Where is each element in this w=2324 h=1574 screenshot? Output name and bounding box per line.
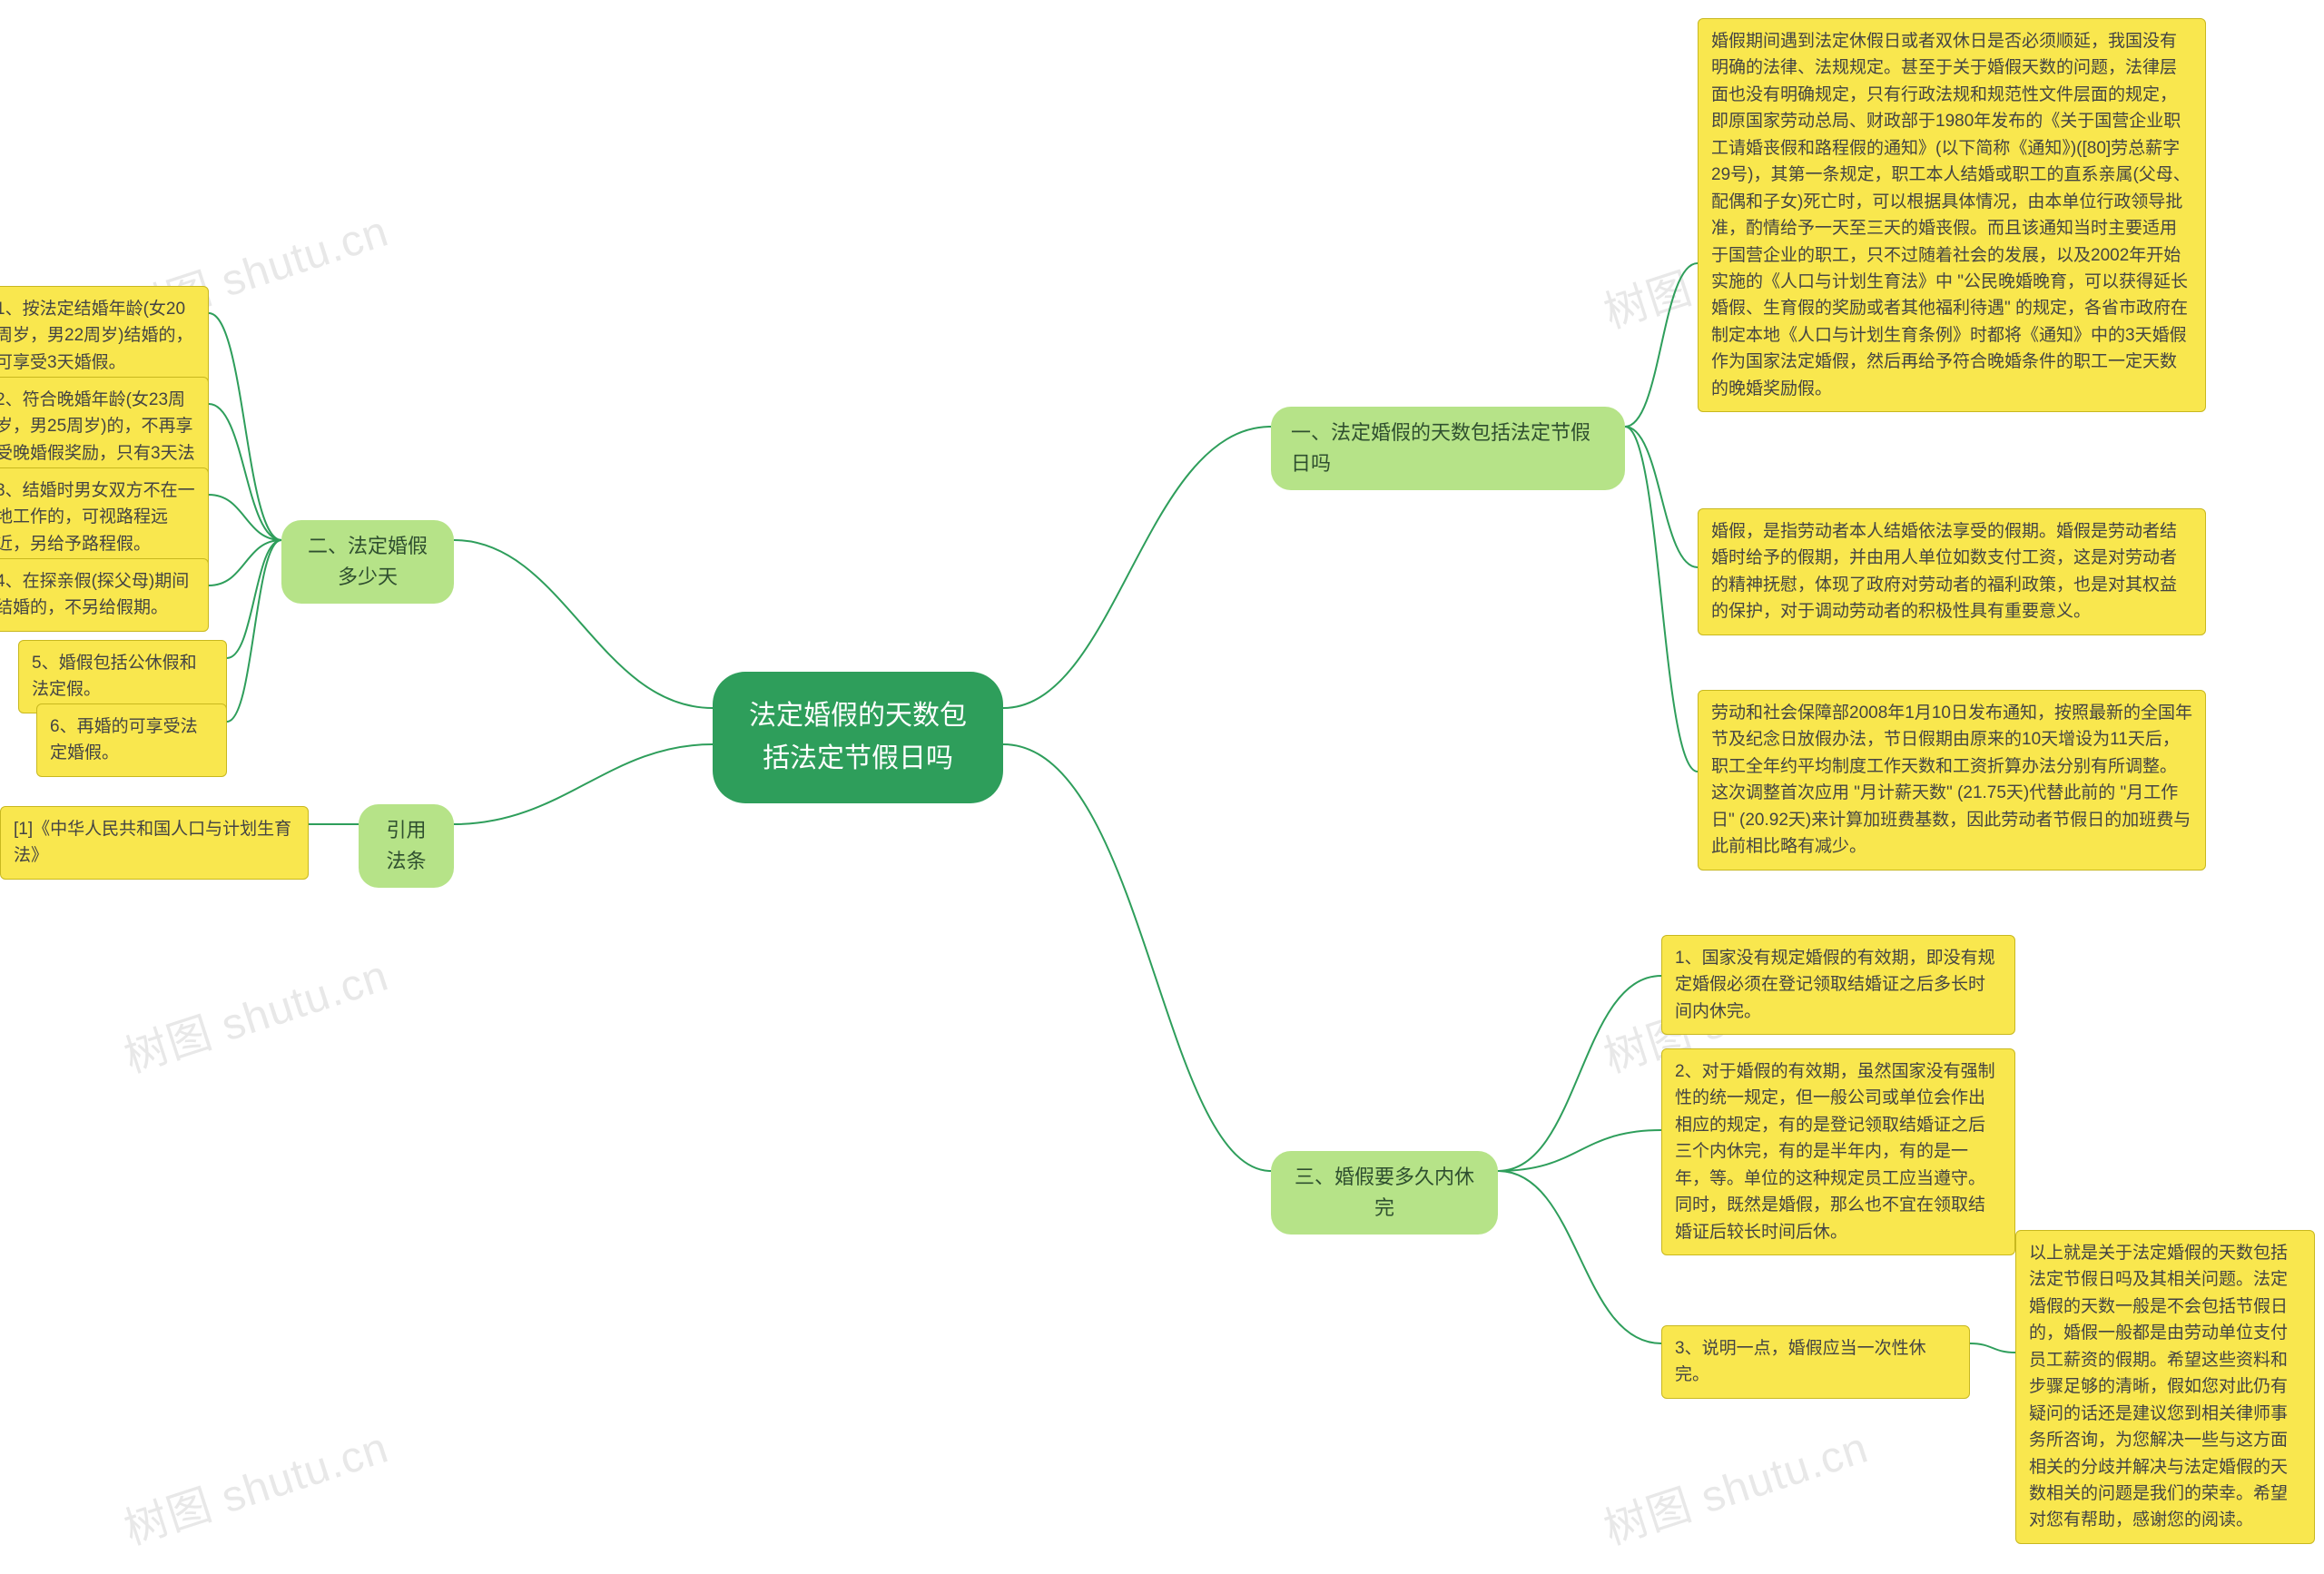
leaf-b1-3[interactable]: 劳动和社会保障部2008年1月10日发布通知，按照最新的全国年节及纪念日放假办法… [1698,690,2206,871]
leaf-b2-4[interactable]: 4、在探亲假(探父母)期间结婚的，不另给假期。 [0,558,209,632]
root-node[interactable]: 法定婚假的天数包括法定节假日吗 [713,672,1003,803]
branch-4[interactable]: 引用法条 [359,804,454,888]
mindmap-canvas: 树图 shutu.cn 树图 shutu.cn 树图 shutu.cn 树图 s… [0,0,2324,1574]
watermark: 树图 shutu.cn [115,1412,396,1557]
leaf-b2-3[interactable]: 3、结婚时男女双方不在一地工作的，可视路程远近，另给予路程假。 [0,467,209,567]
watermark: 树图 shutu.cn [1595,1412,1876,1557]
watermark: 树图 shutu.cn [115,939,396,1085]
leaf-b2-1[interactable]: 1、按法定结婚年龄(女20周岁，男22周岁)结婚的，可享受3天婚假。 [0,286,209,386]
leaf-b3-3b[interactable]: 以上就是关于法定婚假的天数包括法定节假日吗及其相关问题。法定婚假的天数一般是不会… [2015,1230,2315,1544]
leaf-b2-6[interactable]: 6、再婚的可享受法定婚假。 [36,703,227,777]
branch-3[interactable]: 三、婚假要多久内休完 [1271,1151,1498,1235]
branch-2[interactable]: 二、法定婚假多少天 [281,520,454,604]
branch-1[interactable]: 一、法定婚假的天数包括法定节假日吗 [1271,407,1625,490]
leaf-b3-1[interactable]: 1、国家没有规定婚假的有效期，即没有规定婚假必须在登记领取结婚证之后多长时间内休… [1661,935,2015,1035]
leaf-b1-2[interactable]: 婚假，是指劳动者本人结婚依法享受的假期。婚假是劳动者结婚时给予的假期，并由用人单… [1698,508,2206,635]
leaf-b3-2[interactable]: 2、对于婚假的有效期，虽然国家没有强制性的统一规定，但一般公司或单位会作出相应的… [1661,1048,2015,1255]
leaf-b4-1[interactable]: [1]《中华人民共和国人口与计划生育法》 [0,806,309,880]
leaf-b1-1[interactable]: 婚假期间遇到法定休假日或者双休日是否必须顺延，我国没有明确的法律、法规规定。甚至… [1698,18,2206,412]
leaf-b3-3[interactable]: 3、说明一点，婚假应当一次性休完。 [1661,1325,1970,1399]
leaf-b2-5[interactable]: 5、婚假包括公休假和法定假。 [18,640,227,713]
